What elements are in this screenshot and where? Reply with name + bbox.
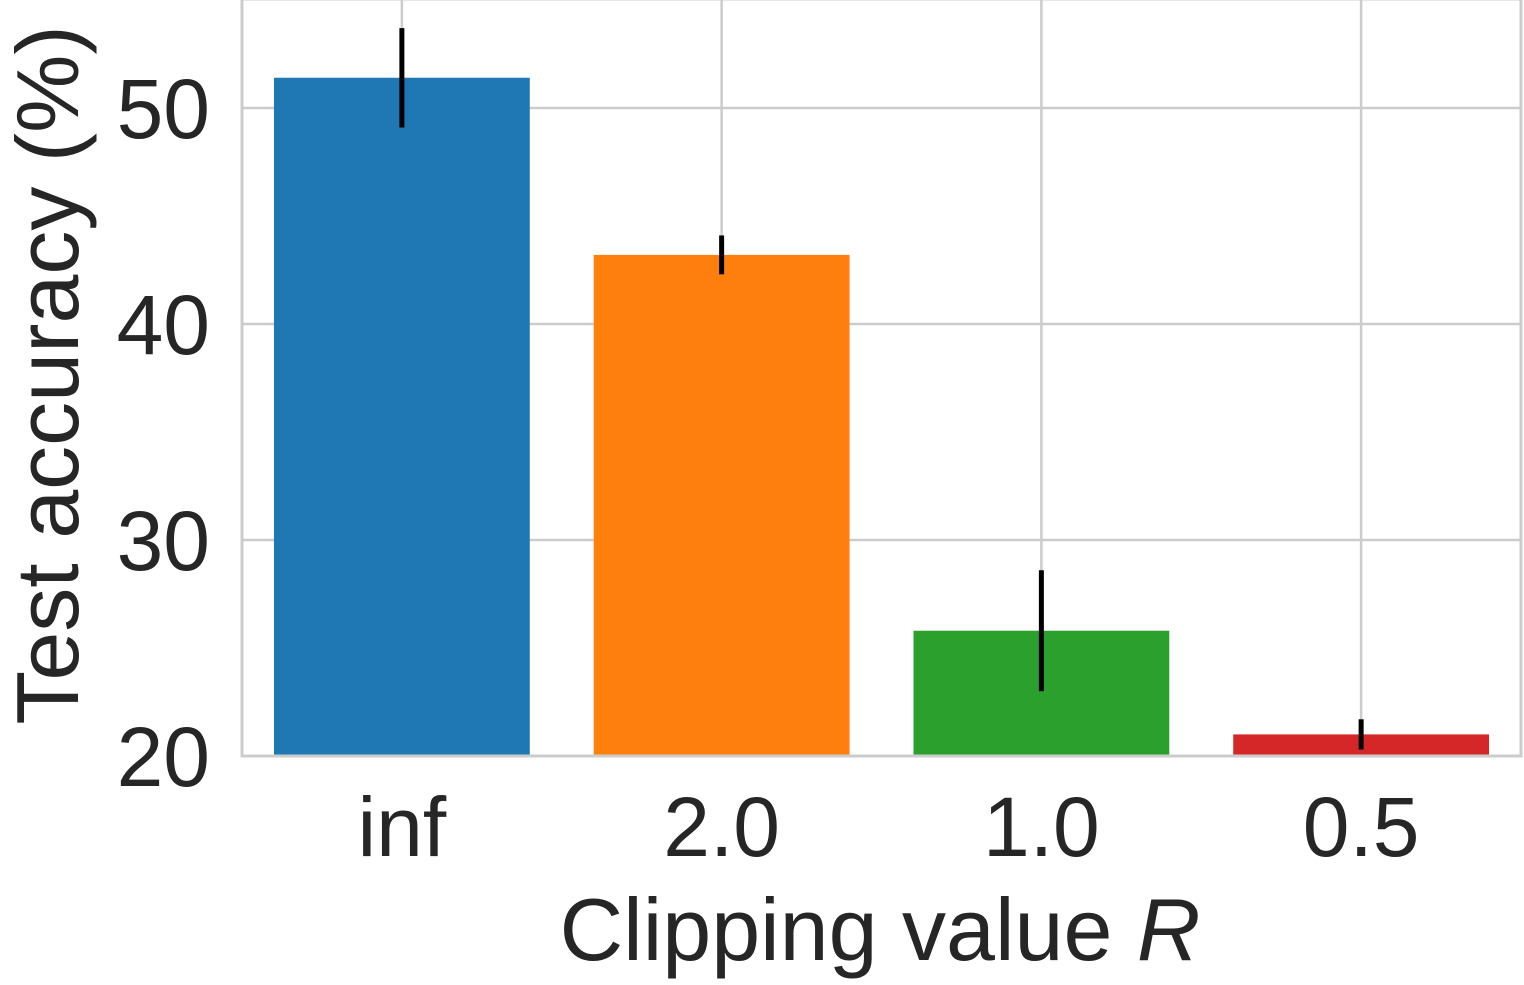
x-axis-label-text: Clipping value xyxy=(560,880,1137,979)
x-tick-label: 2.0 xyxy=(663,780,780,874)
x-axis-label-variable: R xyxy=(1137,880,1201,979)
x-tick-label: inf xyxy=(358,780,447,874)
x-tick-label: 1.0 xyxy=(983,780,1100,874)
bars-layer xyxy=(273,77,1490,756)
bar-2.0 xyxy=(593,254,850,756)
x-tick-label: 0.5 xyxy=(1303,780,1420,874)
bar-inf xyxy=(273,77,530,756)
y-tick-label: 30 xyxy=(117,494,210,588)
y-tick-label: 50 xyxy=(117,62,210,156)
plot-border xyxy=(240,0,1523,758)
y-tick-label: 20 xyxy=(117,710,210,804)
y-tick-label: 40 xyxy=(117,278,210,372)
x-tick-labels: inf 2.0 1.0 0.5 xyxy=(358,780,1420,874)
y-tick-labels: 20 30 40 50 xyxy=(117,62,210,804)
error-bars-layer xyxy=(399,28,1364,750)
plot-frame xyxy=(240,0,1523,758)
y-axis-label: Test accuracy (%) xyxy=(0,25,97,724)
x-axis-label: Clipping value R xyxy=(560,880,1201,979)
